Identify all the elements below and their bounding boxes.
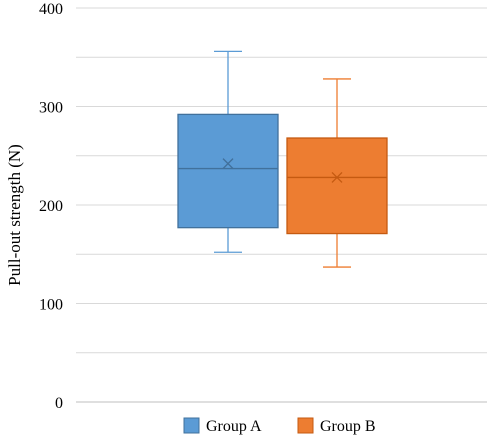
y-tick-label: 200 <box>39 198 63 215</box>
legend-swatch-group-a <box>183 417 200 434</box>
legend-swatch-group-b <box>297 417 314 434</box>
y-tick-label: 0 <box>55 395 63 412</box>
y-tick-label: 100 <box>39 297 63 314</box>
y-axis-title: Pull-out strength (N) <box>5 144 24 286</box>
iqr-box <box>286 137 388 235</box>
mean-marker <box>331 171 343 183</box>
y-tick-label: 300 <box>39 100 63 117</box>
box-group-b <box>286 78 388 268</box>
legend-label-group-b: Group B <box>320 418 376 435</box>
box-series-layer <box>177 50 388 268</box>
box-group-a <box>177 50 279 253</box>
legend: Group A Group B <box>183 417 376 435</box>
mean-marker <box>222 158 234 170</box>
gridlines <box>76 7 487 403</box>
iqr-box <box>177 113 279 229</box>
y-axis-tick-labels: 0 100 200 300 400 <box>39 1 63 412</box>
legend-label-group-a: Group A <box>206 418 262 435</box>
y-tick-label: 400 <box>39 1 63 18</box>
